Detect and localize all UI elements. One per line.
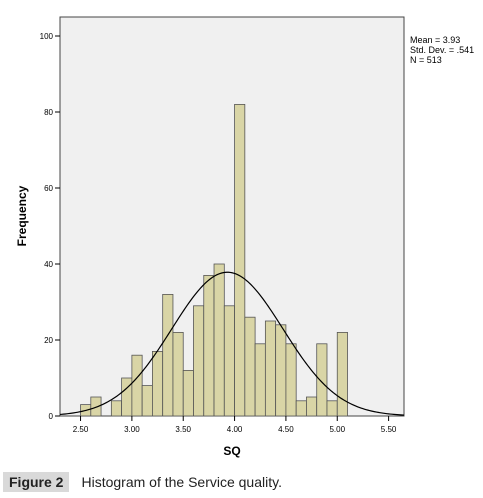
histogram-bar-7 — [152, 350, 164, 417]
histogram-bar-4 — [121, 377, 133, 417]
y-axis-label: Frequency — [15, 185, 29, 246]
x-tick-label-3.50: 3.50 — [175, 425, 191, 434]
histogram-bar-14 — [223, 305, 235, 417]
histogram-bar-17 — [254, 343, 266, 417]
y-tick-label-100: 100 — [40, 32, 54, 41]
histogram-bar-2 — [90, 396, 102, 417]
histogram-bar-18 — [264, 320, 277, 417]
figure-caption: Figure 2 Histogram of the Service qualit… — [0, 470, 483, 494]
histogram-bar-25 — [336, 331, 348, 417]
y-tick-label-20: 20 — [44, 336, 53, 345]
y-axis: 0 20 40 60 80 100 — [40, 32, 60, 421]
y-tick-label-60: 60 — [44, 184, 53, 193]
x-tick-label-3.00: 3.00 — [124, 425, 140, 434]
y-tick-label-40: 40 — [44, 260, 53, 269]
histogram-bar-3 — [110, 400, 123, 417]
x-tick-label-4.50: 4.50 — [278, 425, 294, 434]
stats-mean: Mean = 3.93 — [410, 35, 460, 45]
figure-caption-text: Histogram of the Service quality. — [81, 474, 282, 490]
x-tick-label-5.50: 5.50 — [381, 425, 397, 434]
histogram-bar-22 — [306, 396, 318, 417]
histogram-bar-6 — [141, 385, 153, 417]
x-tick-label-4.00: 4.00 — [227, 425, 243, 434]
x-axis: 2.50 3.00 3.50 4.00 4.50 5.00 5.50 — [73, 416, 397, 434]
stats-sd: Std. Dev. = .541 — [410, 45, 474, 55]
histogram-bar-21 — [295, 400, 307, 417]
normal-curve — [59, 271, 405, 416]
histogram-bar-13 — [213, 263, 225, 417]
histogram-bar-15 — [234, 104, 246, 417]
histogram-chart: 0 20 40 60 80 100 2.50 3.00 3.50 4.00 4.50 5.00 5.5… — [15, 16, 474, 458]
histogram-bar-19 — [275, 324, 287, 417]
y-tick-label-80: 80 — [44, 108, 53, 117]
stats-n: N = 513 — [410, 55, 442, 65]
figure-label: Figure 2 — [3, 472, 70, 492]
stats-box: Mean = 3.93 Std. Dev. = .541 N = 513 — [410, 35, 474, 65]
histogram-bar-9 — [172, 331, 184, 417]
x-tick-label-5.00: 5.00 — [329, 425, 345, 434]
x-axis-label: SQ — [223, 444, 240, 458]
histogram-bar-11 — [193, 305, 205, 417]
histogram-bar-20 — [285, 343, 297, 417]
histogram-bar-10 — [182, 369, 194, 417]
x-tick-label-2.50: 2.50 — [73, 425, 89, 434]
histogram-bars — [80, 104, 348, 417]
histogram-bar-23 — [316, 343, 328, 417]
histogram-bar-5 — [131, 354, 143, 417]
y-tick-label-0: 0 — [49, 412, 54, 421]
histogram-bar-24 — [326, 400, 338, 417]
histogram-bar-8 — [162, 293, 174, 417]
histogram-bar-16 — [244, 316, 256, 417]
histogram-bar-12 — [203, 274, 215, 417]
